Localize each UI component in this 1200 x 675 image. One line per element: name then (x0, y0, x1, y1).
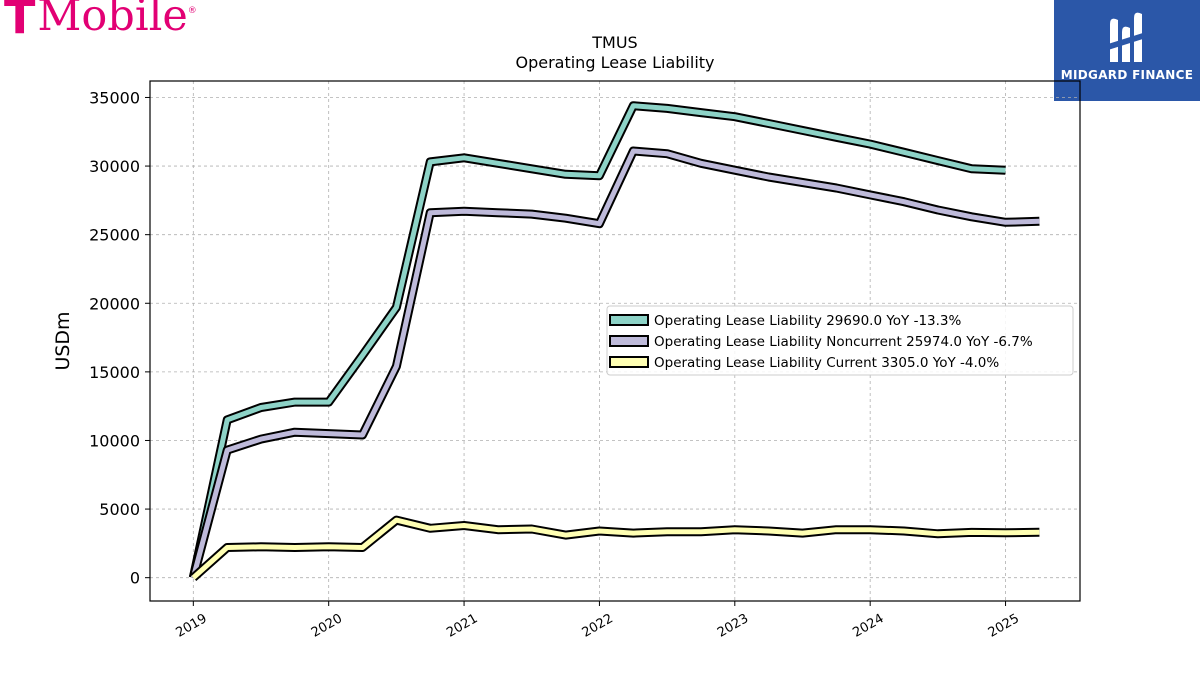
series-line-3 (191, 517, 1040, 580)
y-tick-label: 35000 (89, 88, 140, 107)
x-tick-label: 2020 (309, 611, 345, 641)
company-logo: T Mobile ® (4, 0, 197, 40)
partner-logo-icon (1108, 12, 1146, 63)
y-tick-label: 0 (130, 569, 140, 588)
y-tick-label: 20000 (89, 294, 140, 313)
legend-swatch-3 (609, 356, 649, 368)
x-tick-label: 2022 (580, 611, 616, 641)
legend-swatch-1 (609, 314, 649, 326)
legend-box (606, 305, 1074, 376)
chart-title: TMUS (591, 33, 637, 52)
company-logo-t: T (4, 0, 36, 44)
legend-label-2: Operating Lease Liability Noncurrent 259… (654, 334, 1033, 350)
legend-swatch-2 (609, 335, 649, 347)
legend: Operating Lease Liability 29690.0 YoY -1… (606, 305, 1074, 376)
chart-subtitle: Operating Lease Liability (515, 53, 714, 72)
partner-name: MIDGARD FINANCE (1060, 68, 1194, 82)
x-tick-label: 2025 (986, 611, 1022, 641)
series-line-2 (190, 148, 1040, 579)
x-tick-label: 2023 (715, 611, 751, 641)
plot-frame (149, 80, 1081, 602)
series-lines (188, 101, 1040, 582)
y-tick-label: 15000 (89, 363, 140, 382)
x-tick-label: 2019 (173, 611, 209, 641)
x-tick-label: 2024 (850, 611, 886, 641)
legend-label-1: Operating Lease Liability 29690.0 YoY -1… (654, 313, 962, 329)
company-logo-word: Mobile (37, 0, 188, 41)
y-tick-label: 30000 (89, 157, 140, 176)
y-tick-label: 25000 (89, 226, 140, 245)
x-tick-label: 2021 (444, 611, 480, 641)
series-line-1 (190, 103, 1006, 579)
y-tick-label: 5000 (99, 500, 140, 519)
company-logo-tm: ® (187, 6, 197, 16)
legend-label-3: Operating Lease Liability Current 3305.0… (654, 355, 999, 371)
y-axis-label: USDm (52, 311, 74, 370)
partner-badge: MIDGARD FINANCE (1054, 0, 1200, 101)
y-tick-label: 10000 (89, 431, 140, 450)
